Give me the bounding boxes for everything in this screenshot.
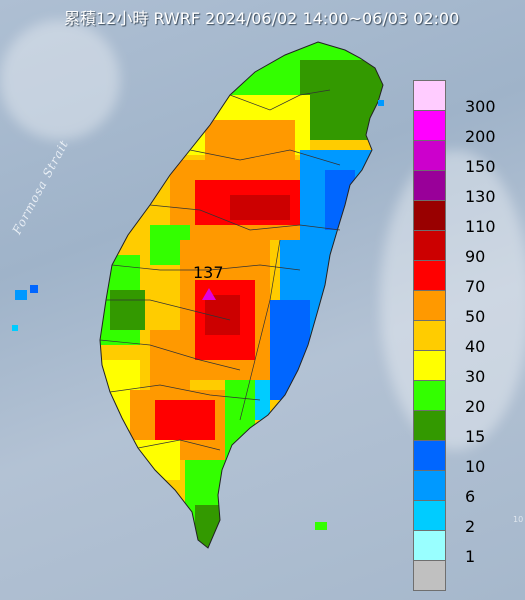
legend-swatch [413, 320, 446, 351]
legend-label: 50 [465, 307, 486, 326]
legend-swatch [413, 230, 446, 261]
legend-swatch [413, 200, 446, 231]
legend-label: 200 [465, 127, 496, 146]
legend-label: 300 [465, 97, 496, 116]
legend-swatch [413, 560, 446, 591]
legend-label: 40 [465, 337, 486, 356]
legend-label: 70 [465, 277, 486, 296]
legend-swatch [413, 500, 446, 531]
legend-swatch [413, 140, 446, 171]
legend-label: 90 [465, 247, 486, 266]
legend-label: 30 [465, 367, 486, 386]
offshore-echo [12, 325, 18, 331]
legend-swatch [413, 170, 446, 201]
offshore-echo [30, 285, 38, 293]
edge-mark: 10 [513, 515, 524, 524]
offshore-echo [378, 100, 384, 106]
max-rainfall-marker-icon [202, 288, 216, 300]
legend-swatch [413, 110, 446, 141]
coastline [99, 41, 384, 549]
legend-swatch [413, 260, 446, 291]
legend-label: 6 [465, 487, 476, 506]
legend-label: 110 [465, 217, 496, 236]
legend-label: 15 [465, 427, 486, 446]
legend-swatch [413, 410, 446, 441]
legend-label: 150 [465, 157, 496, 176]
map-title: 累積12小時 RWRF 2024/06/02 14:00~06/03 02:00 [64, 9, 460, 28]
legend-swatch [413, 350, 446, 381]
legend-swatch [413, 290, 446, 321]
legend-label: 1 [465, 547, 476, 566]
legend-label: 2 [465, 517, 476, 536]
legend-swatch [413, 530, 446, 561]
cloud-texture [380, 150, 525, 450]
county-boundaries [99, 89, 341, 451]
offshore-echo [15, 290, 27, 300]
legend-swatch [413, 470, 446, 501]
legend-label: 20 [465, 397, 486, 416]
offshore-echo [315, 522, 327, 530]
legend-swatch [413, 440, 446, 471]
legend-swatch [413, 80, 446, 111]
cloud-texture [0, 20, 120, 140]
max-rainfall-value: 137 [193, 263, 224, 282]
legend-label: 130 [465, 187, 496, 206]
legend-swatch [413, 380, 446, 411]
legend-label: 10 [465, 457, 486, 476]
